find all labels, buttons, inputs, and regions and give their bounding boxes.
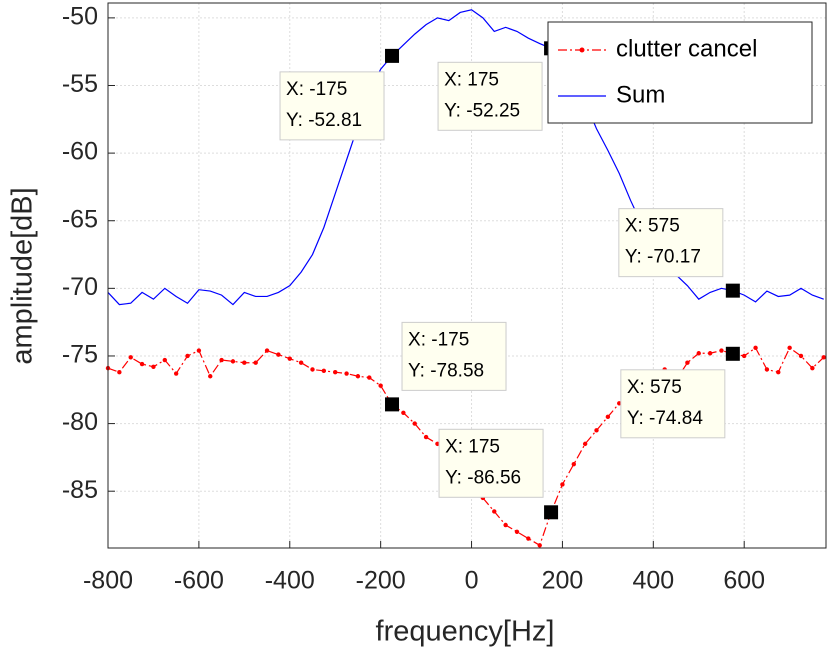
point xyxy=(582,441,588,447)
point xyxy=(355,374,361,379)
point xyxy=(492,509,497,514)
datatip-box xyxy=(438,428,544,498)
point xyxy=(821,355,826,360)
point xyxy=(719,348,724,353)
point xyxy=(139,361,145,367)
point xyxy=(514,529,520,534)
axes-box xyxy=(107,2,827,549)
point xyxy=(435,441,440,447)
datatip-y: Y: -52.25 xyxy=(444,100,520,121)
datatip-y: Y: -74.84 xyxy=(627,408,703,429)
point xyxy=(208,374,213,379)
point xyxy=(707,351,713,356)
datatip-x: X: 575 xyxy=(625,216,680,237)
series-line xyxy=(107,9,824,306)
point xyxy=(287,356,292,361)
point xyxy=(298,360,304,365)
legend-box xyxy=(547,21,813,124)
datatip-x: X: 175 xyxy=(444,69,499,90)
point xyxy=(310,367,315,372)
point xyxy=(367,375,372,380)
point xyxy=(173,371,179,376)
datatip-box xyxy=(279,71,385,141)
datatip-x: X: -175 xyxy=(286,79,347,100)
datatip-marker xyxy=(725,346,740,361)
point xyxy=(264,348,270,353)
datatip-x: X: -175 xyxy=(408,329,469,350)
datatip-y: Y: -86.56 xyxy=(445,467,521,488)
y-tick-label: -80 xyxy=(62,408,98,436)
y-tick-label: -75 xyxy=(62,341,98,369)
y-tick-label: -60 xyxy=(62,138,98,166)
y-tick-label: -85 xyxy=(62,476,98,504)
datatip-marker xyxy=(544,505,559,520)
point xyxy=(776,369,781,375)
point xyxy=(753,345,758,351)
legend-label: clutter cancel xyxy=(616,35,757,62)
point xyxy=(810,365,815,371)
datatip-y: Y: -70.17 xyxy=(625,247,701,268)
point xyxy=(617,401,622,406)
point xyxy=(412,421,417,426)
point xyxy=(696,351,701,356)
point xyxy=(537,543,542,548)
y-tick-label: -50 xyxy=(62,2,98,30)
point xyxy=(128,355,133,360)
x-tick-label: -400 xyxy=(265,567,315,595)
point xyxy=(242,360,247,365)
datatip-x: X: 575 xyxy=(627,377,682,398)
legend-label: Sum xyxy=(616,81,665,108)
y-tick-label: -55 xyxy=(62,70,98,98)
point xyxy=(162,357,168,363)
point xyxy=(742,353,747,359)
point xyxy=(253,360,258,365)
x-tick-label: -600 xyxy=(174,567,224,595)
point xyxy=(423,434,429,440)
y-tick-label: -70 xyxy=(62,273,98,301)
point xyxy=(185,353,190,359)
x-tick-label: 600 xyxy=(723,567,765,595)
datatip-marker xyxy=(385,48,400,63)
datatip-marker xyxy=(725,283,740,298)
point xyxy=(378,383,383,388)
point xyxy=(685,360,690,365)
x-tick-label: 0 xyxy=(465,567,479,595)
datatip-box xyxy=(401,321,507,391)
datatip-y: Y: -78.58 xyxy=(408,360,484,381)
point xyxy=(117,369,122,375)
x-tick-label: 200 xyxy=(542,567,584,595)
point xyxy=(401,410,406,415)
x-axis-label: frequency[Hz] xyxy=(376,616,555,648)
datatip-x: X: 175 xyxy=(445,436,500,457)
datatip-y: Y: -52.81 xyxy=(286,110,362,131)
datatip-box xyxy=(437,61,543,131)
point xyxy=(333,369,338,375)
point xyxy=(503,522,508,528)
x-tick-label: -800 xyxy=(83,567,133,595)
point xyxy=(344,371,349,376)
legend-marker xyxy=(579,47,585,53)
point xyxy=(196,348,202,353)
point xyxy=(605,414,611,420)
y-axis-label: amplitude[dB] xyxy=(7,187,39,364)
x-tick-label: 400 xyxy=(632,567,674,595)
y-tick-label: -65 xyxy=(62,205,98,233)
point xyxy=(560,482,565,487)
x-tick-label: -200 xyxy=(356,567,406,595)
point xyxy=(230,359,236,364)
point xyxy=(571,461,576,467)
point xyxy=(764,367,770,372)
datatip-box xyxy=(620,369,726,439)
point xyxy=(787,345,792,351)
point xyxy=(276,352,281,357)
datatip-box xyxy=(618,208,724,278)
point xyxy=(526,536,531,541)
datatip-marker xyxy=(385,397,400,412)
point xyxy=(321,368,327,374)
point xyxy=(151,364,156,369)
point xyxy=(798,353,804,359)
point xyxy=(219,357,224,363)
point xyxy=(594,428,599,433)
